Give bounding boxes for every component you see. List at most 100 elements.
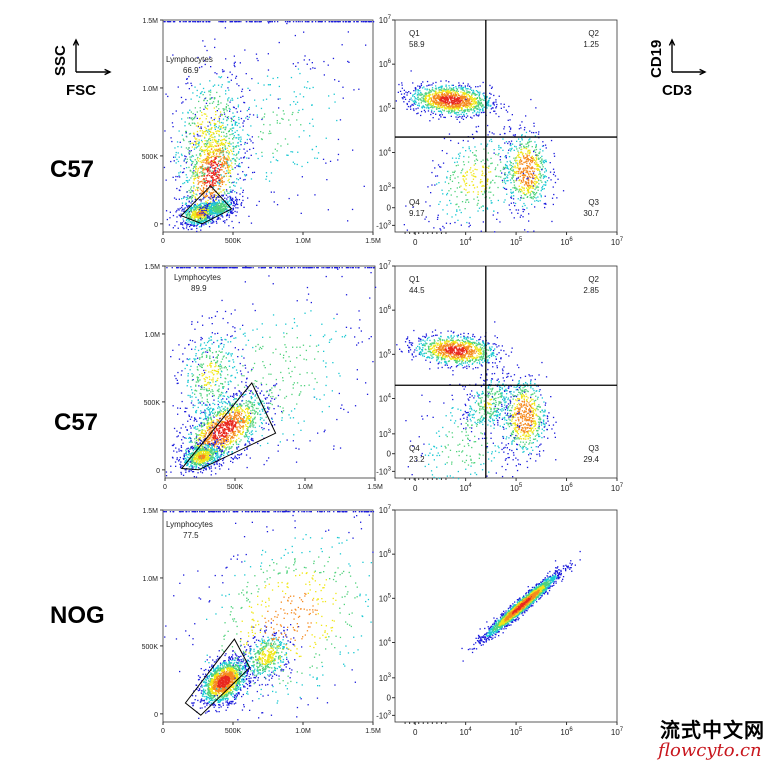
event-dot [207,209,209,211]
event-dot [194,219,196,221]
event-dot [442,193,444,195]
quadrant-percent: 30.7 [583,209,599,218]
event-dot [212,191,215,193]
event-dot [439,99,441,101]
event-dot [231,220,233,223]
event-dot [231,119,233,121]
event-dot [461,111,463,114]
event-dot [519,188,521,190]
event-dot [206,182,208,184]
event-dot [203,196,206,198]
event-dot [248,108,250,110]
event-dot [469,106,471,108]
event-dot [231,97,233,100]
event-dot [238,158,240,160]
event-dot [463,109,465,111]
event-dot [199,152,201,155]
event-dot [211,134,213,136]
event-dot [474,110,476,112]
event-dot [191,117,193,119]
event-dot [457,90,459,92]
event-dot [193,224,195,227]
event-dot [236,202,238,204]
event-dot [232,127,235,129]
event-dot [193,223,196,225]
event-dot [463,114,465,116]
event-dot [209,193,212,195]
event-dot [473,108,475,110]
event-dot [460,86,462,88]
event-dot [526,176,528,178]
event-dot [443,108,446,110]
event-dot [211,217,213,219]
event-dot [217,188,219,190]
event-dot [221,176,223,178]
event-dot [541,145,544,147]
event-dot [209,182,211,184]
event-dot [474,94,476,96]
event-dot [456,101,458,103]
event-dot [504,181,506,183]
event-dot [224,147,226,149]
event-dot [234,131,236,133]
event-dot [224,203,226,205]
event-dot [193,457,195,459]
event-dot [498,95,500,97]
event-dot [438,96,440,98]
event-dot [435,90,437,92]
event-dot [227,172,229,174]
event-dot [424,93,426,95]
event-dot [469,96,471,98]
event-dot [219,128,221,130]
event-dot [199,107,201,109]
event-dot [537,169,539,171]
event-dot [214,144,216,147]
event-dot [435,113,437,115]
event-dot [227,156,230,158]
x-tick-label: 500K [225,238,242,245]
event-dot [536,154,538,156]
event-dot [193,216,195,218]
event-dot [532,185,535,187]
event-dot [201,121,204,123]
event-dot [185,219,188,221]
event-dot [240,117,243,120]
event-dot [216,213,218,215]
event-dot [528,144,530,147]
event-dot [216,210,218,212]
saturated-event [207,21,210,23]
event-dot [208,213,210,215]
event-dot [520,195,522,197]
event-dot [224,27,226,29]
saturated-event [362,21,364,23]
event-dot [464,172,467,174]
event-dot [515,180,517,182]
event-dot [238,138,240,140]
event-dot [453,102,455,105]
event-dot [199,166,201,168]
event-dot [210,134,212,136]
event-dot [414,99,416,101]
event-dot [208,202,210,205]
event-dot [207,159,210,161]
event-dot [492,194,495,196]
event-dot [450,97,452,100]
event-dot [223,126,225,129]
event-dot [263,116,265,118]
event-dot [196,194,198,196]
event-dot [224,204,226,206]
event-dot [448,101,451,103]
event-dot [487,178,489,181]
event-dot [186,191,188,193]
event-dot [240,203,242,205]
event-dot [433,101,435,104]
event-dot [205,179,207,182]
event-dot [218,118,221,120]
event-dot [213,155,216,157]
event-dot [536,199,538,202]
event-dot [225,133,228,135]
event-dot [193,213,195,215]
event-dot [218,125,220,127]
event-dot [457,106,460,108]
event-dot [211,151,214,153]
